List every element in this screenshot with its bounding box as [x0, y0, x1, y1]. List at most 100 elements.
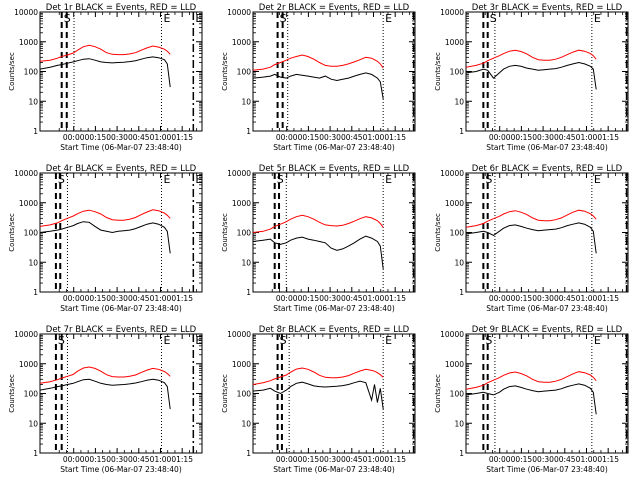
x-tick-label: 01:15 — [171, 294, 193, 303]
series-line-events — [40, 378, 171, 410]
x-tick-label: 01:15 — [597, 294, 619, 303]
y-tick-label: 10000 — [227, 169, 251, 178]
end-marker-label: E — [164, 173, 171, 186]
x-tick-label: 00:30 — [319, 455, 341, 464]
series-line-events — [253, 380, 384, 410]
y-tick-label: 10 — [454, 97, 464, 106]
y-tick-label: 1000 — [445, 360, 464, 369]
start-marker-label: S — [58, 173, 65, 186]
x-tick-label: 00:45 — [554, 294, 576, 303]
x-tick-label: 00:00 — [489, 294, 511, 303]
x-axis-label: Start Time (06-Mar-07 23:48:40) — [486, 465, 608, 474]
x-tick-label: 01:15 — [384, 294, 406, 303]
series-line-events — [40, 221, 171, 254]
chart-panel-3: Det 3r BLACK = Events, RED = LLD Counts/s… — [434, 3, 629, 152]
end-marker-label: E — [594, 173, 601, 186]
chart-title: Det 8r BLACK = Events, RED = LLD — [259, 325, 410, 335]
y-tick-label: 10 — [28, 258, 38, 267]
x-tick-label: 01:00 — [576, 455, 598, 464]
chart-title: Det 6r BLACK = Events, RED = LLD — [472, 164, 623, 174]
x-tick-label: 00:00 — [63, 133, 85, 142]
chart-title: Det 2r BLACK = Events, RED = LLD — [259, 3, 410, 13]
y-tick-label: 100 — [237, 390, 252, 399]
chart-title: Det 4r BLACK = Events, RED = LLD — [46, 164, 197, 174]
series-line-events — [253, 235, 384, 269]
y-tick-label: 1 — [459, 288, 464, 297]
x-tick-label: 01:00 — [150, 455, 172, 464]
x-tick-label: 01:00 — [150, 133, 172, 142]
y-tick-label: 100 — [237, 68, 252, 77]
y-axis-label: Counts/sec — [8, 213, 16, 252]
y-tick-label: 10000 — [440, 8, 464, 17]
start-marker-label: S — [485, 334, 492, 347]
y-axis-label: Counts/sec — [8, 52, 16, 91]
x-tick-label: 01:00 — [363, 455, 385, 464]
y-tick-label: 1 — [246, 288, 251, 297]
y-tick-label: 10000 — [227, 8, 251, 17]
y-tick-label: 1000 — [445, 199, 464, 208]
x-tick-label: 00:00 — [63, 294, 85, 303]
series-line-lld — [253, 214, 384, 233]
series-line-lld — [40, 209, 171, 227]
x-tick-label: 00:15 — [511, 294, 533, 303]
series-line-lld — [40, 44, 171, 62]
x-tick-label: 00:45 — [554, 133, 576, 142]
x-tick-label: 00:15 — [511, 133, 533, 142]
end-marker-label: E — [594, 334, 601, 347]
y-tick-label: 1000 — [19, 38, 38, 47]
end-marker-label: E — [195, 12, 202, 25]
x-tick-label: 01:15 — [171, 455, 193, 464]
series-line-lld — [466, 371, 597, 390]
series-line-lld — [40, 366, 171, 384]
start-marker-label: S — [490, 12, 497, 25]
end-marker-label: E — [385, 173, 392, 186]
y-tick-label: 1 — [33, 449, 38, 458]
x-tick-label: 01:00 — [150, 294, 172, 303]
chart-panel-9: Det 9r BLACK = Events, RED = LLD Counts/s… — [434, 325, 629, 474]
y-tick-label: 100 — [450, 68, 465, 77]
chart-title: Det 3r BLACK = Events, RED = LLD — [472, 3, 623, 13]
start-marker-label: S — [64, 12, 71, 25]
x-tick-label: 00:30 — [532, 294, 554, 303]
x-axis-label: Start Time (06-Mar-07 23:48:40) — [273, 304, 395, 313]
series-line-events — [466, 61, 597, 90]
chart-panel-5: Det 5r BLACK = Events, RED = LLD Counts/s… — [221, 164, 416, 313]
y-tick-label: 1000 — [232, 199, 251, 208]
x-tick-label: 00:00 — [489, 133, 511, 142]
x-tick-label: 00:15 — [85, 294, 107, 303]
x-tick-label: 00:15 — [85, 133, 107, 142]
y-tick-label: 100 — [450, 390, 465, 399]
start-marker-label: S — [277, 173, 284, 186]
x-axis-label: Start Time (06-Mar-07 23:48:40) — [60, 465, 182, 474]
end-marker-label: E — [195, 173, 202, 186]
x-tick-label: 00:45 — [341, 133, 363, 142]
chart-panel-7: Det 7r BLACK = Events, RED = LLD Counts/s… — [8, 325, 203, 474]
x-axis-label: Start Time (06-Mar-07 23:48:40) — [60, 304, 182, 313]
y-tick-label: 1 — [33, 127, 38, 136]
x-tick-label: 00:15 — [298, 133, 320, 142]
x-tick-label: 01:15 — [597, 455, 619, 464]
series-line-events — [466, 383, 597, 415]
y-tick-label: 1 — [33, 288, 38, 297]
x-axis-label: Start Time (06-Mar-07 23:48:40) — [486, 143, 608, 152]
end-marker-label: E — [164, 334, 171, 347]
y-tick-label: 10000 — [440, 169, 464, 178]
x-tick-label: 00:30 — [532, 455, 554, 464]
chart-panel-1: Det 1r BLACK = Events, RED = LLD Counts/s… — [8, 3, 203, 152]
x-tick-label: 01:15 — [384, 455, 406, 464]
chart-title: Det 7r BLACK = Events, RED = LLD — [46, 325, 197, 335]
y-tick-label: 10 — [241, 258, 251, 267]
series-line-lld — [253, 54, 384, 71]
chart-panel-8: Det 8r BLACK = Events, RED = LLD Counts/s… — [221, 325, 416, 474]
end-marker-label: E — [195, 334, 202, 347]
x-tick-label: 00:30 — [319, 133, 341, 142]
y-axis-label: Counts/sec — [434, 374, 442, 413]
y-axis-label: Counts/sec — [221, 213, 229, 252]
end-marker-label: E — [594, 12, 601, 25]
series-line-events — [40, 56, 171, 88]
series-line-lld — [466, 209, 597, 228]
y-tick-label: 10000 — [14, 8, 38, 17]
x-axis-label: Start Time (06-Mar-07 23:48:40) — [273, 465, 395, 474]
x-tick-label: 00:30 — [532, 133, 554, 142]
